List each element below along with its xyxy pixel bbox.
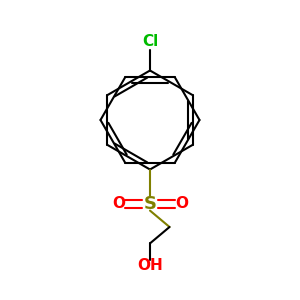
Text: OH: OH	[137, 258, 163, 273]
Text: S: S	[143, 195, 157, 213]
Text: Cl: Cl	[142, 34, 158, 50]
Text: O: O	[112, 196, 125, 211]
Text: O: O	[175, 196, 188, 211]
